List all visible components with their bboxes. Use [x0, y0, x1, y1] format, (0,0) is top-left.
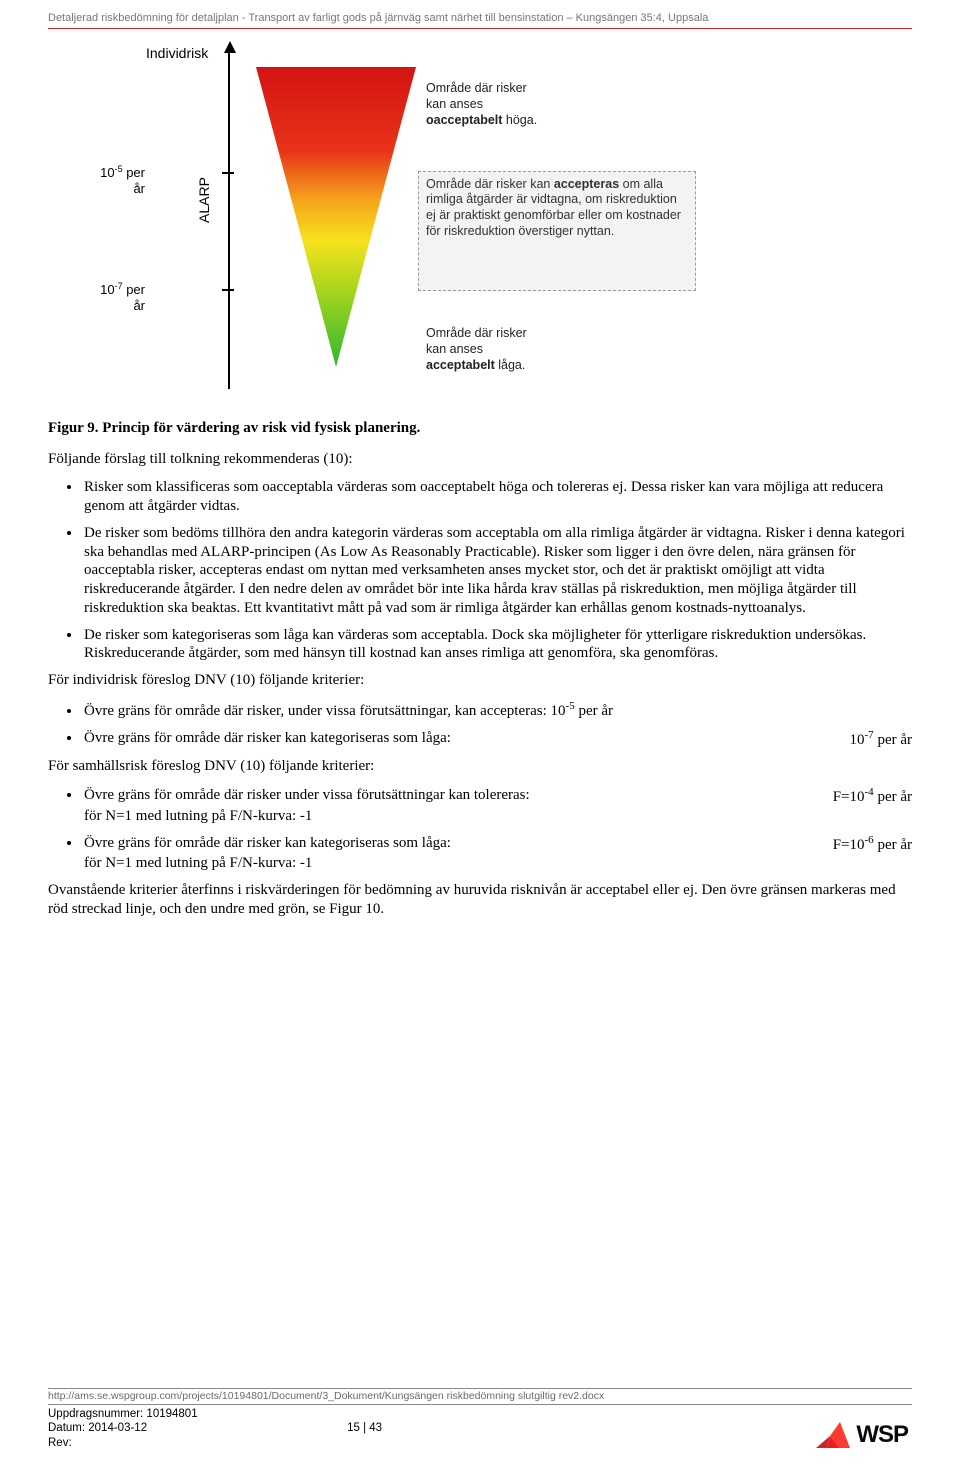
y-axis	[228, 51, 230, 389]
list-item: Risker som klassificeras som oacceptabla…	[82, 478, 912, 516]
list-item: Övre gräns för område där risker kan kat…	[82, 834, 912, 874]
alarp-label: ALARP	[196, 177, 214, 223]
zone-high-label: Område där risker kan anses oacceptabelt…	[426, 80, 686, 129]
wsp-logo: WSP	[816, 1420, 912, 1450]
zone-mid-label: Område där risker kan accepteras om alla…	[418, 171, 696, 291]
list-item: De risker som bedöms tillhöra den andra …	[82, 524, 912, 618]
footer-meta: Uppdragsnummer: 10194801 Datum: 2014-03-…	[48, 1407, 382, 1450]
y-tick-upper-mark	[222, 172, 234, 174]
wsp-logo-text: WSP	[856, 1420, 908, 1450]
bullet-list-1: Risker som klassificeras som oacceptabla…	[48, 478, 912, 663]
y-tick-upper: 10-5 per år	[90, 165, 145, 198]
wsp-logo-icon	[816, 1422, 850, 1448]
y-axis-title: Individrisk	[146, 45, 208, 63]
footer-url: http://ams.se.wspgroup.com/projects/1019…	[48, 1388, 912, 1405]
intro-paragraph: Följande förslag till tolkning rekommend…	[48, 450, 912, 469]
figure-caption: Figur 9. Princip för värdering av risk v…	[48, 419, 912, 438]
individ-heading: För individrisk föreslog DNV (10) följan…	[48, 671, 912, 690]
zone-low-label: Område där risker kan anses acceptabelt …	[426, 325, 686, 374]
list-item: Övre gräns för område där risker kan kat…	[82, 729, 912, 750]
y-tick-lower: 10-7 per år	[90, 282, 145, 315]
page-footer: http://ams.se.wspgroup.com/projects/1019…	[48, 1388, 912, 1450]
samhall-heading: För samhällsrisk föreslog DNV (10) följa…	[48, 757, 912, 776]
page-header: Detaljerad riskbedömning för detaljplan …	[48, 12, 912, 29]
criteria-list-samhall: Övre gräns för område där risker under v…	[48, 786, 912, 873]
criteria-list-individ: Övre gräns för område där risker, under …	[48, 700, 912, 750]
list-item: Övre gräns för område där risker under v…	[82, 786, 912, 826]
list-item: Övre gräns för område där risker, under …	[82, 700, 912, 721]
risk-triangle	[256, 67, 416, 367]
closing-paragraph: Ovanstående kriterier återfinns i riskvä…	[48, 881, 912, 919]
alarp-figure: Individrisk 10-5 per år 10-7 per år ALAR…	[56, 43, 716, 413]
list-item: De risker som kategoriseras som låga kan…	[82, 626, 912, 664]
y-tick-lower-mark	[222, 289, 234, 291]
